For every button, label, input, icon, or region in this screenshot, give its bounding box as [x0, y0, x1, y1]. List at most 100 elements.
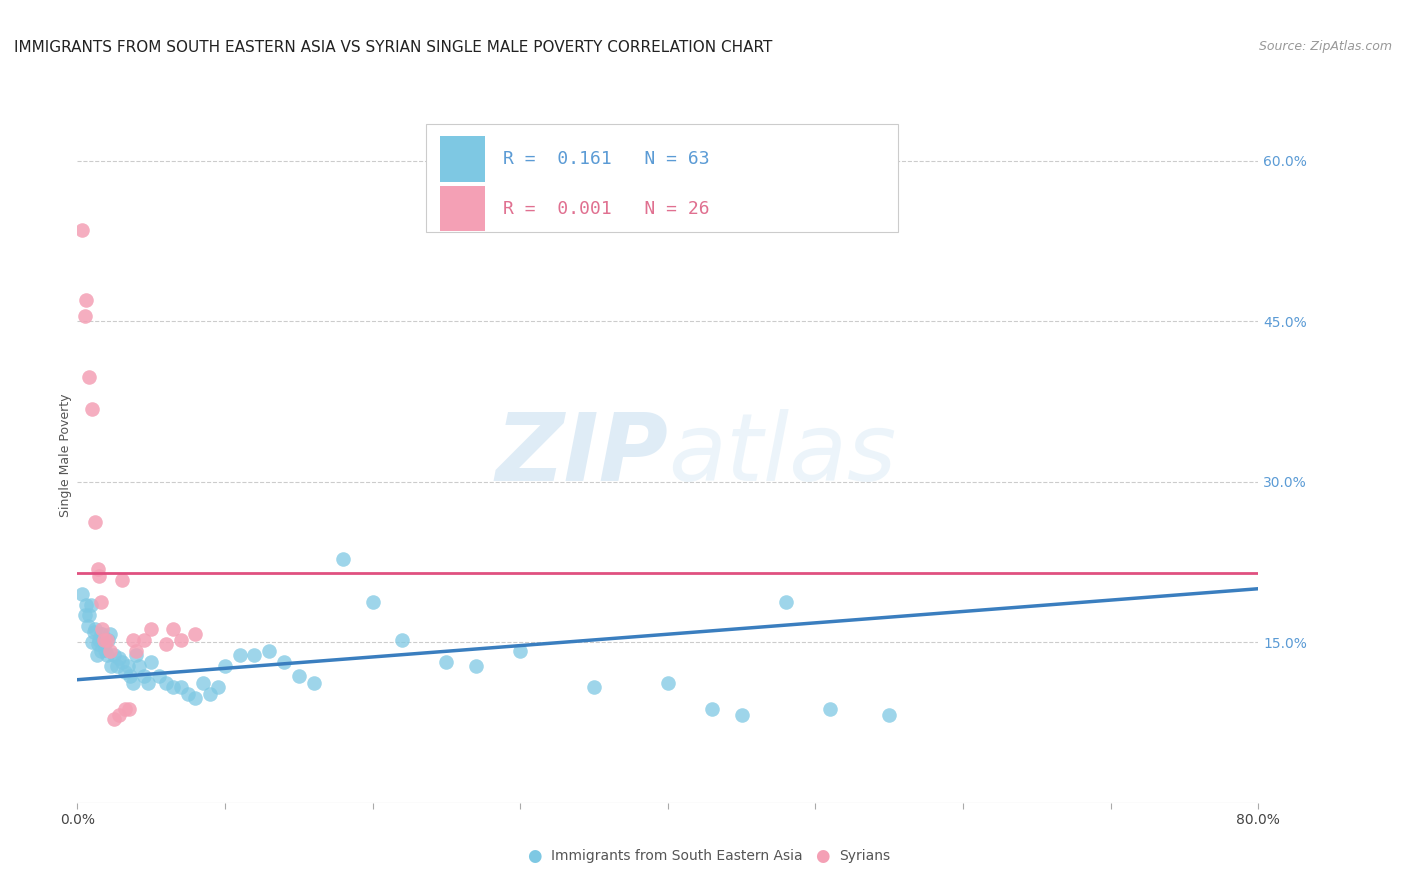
Point [583, 680, 606, 694]
Point [75, 598, 97, 612]
Text: IMMIGRANTS FROM SOUTH EASTERN ASIA VS SYRIAN SINGLE MALE POVERTY CORRELATION CHA: IMMIGRANTS FROM SOUTH EASTERN ASIA VS SY… [14, 40, 772, 55]
Point [90, 626, 112, 640]
Point [155, 637, 177, 651]
Point [96, 633, 118, 648]
Point [332, 551, 354, 566]
Bar [440, 136, 485, 182]
Point [170, 680, 193, 694]
Text: ZIP: ZIP [495, 409, 668, 501]
Point [191, 676, 214, 690]
Text: ●: ● [815, 847, 830, 865]
Point [84, 623, 107, 637]
Point [132, 669, 155, 683]
Point [93, 633, 115, 648]
Point [879, 708, 901, 723]
Point [184, 626, 207, 640]
Point [702, 701, 724, 715]
Point [87, 562, 110, 576]
Point [184, 690, 207, 705]
Point [177, 687, 200, 701]
Point [128, 658, 150, 673]
Point [82, 401, 104, 416]
Point [132, 633, 155, 648]
Point [162, 680, 184, 694]
Point [73, 608, 96, 623]
Point [214, 658, 236, 673]
Point [76, 619, 98, 633]
Text: R =  0.161   N = 63: R = 0.161 N = 63 [502, 150, 709, 168]
Point [125, 648, 148, 662]
Point [259, 644, 281, 658]
Point [141, 623, 163, 637]
Point [122, 633, 145, 648]
Text: Syrians: Syrians [839, 849, 890, 863]
Point [83, 624, 105, 639]
Text: Source: ZipAtlas.com: Source: ZipAtlas.com [1258, 40, 1392, 54]
FancyBboxPatch shape [426, 124, 898, 232]
Point [77, 369, 100, 384]
Point [361, 594, 384, 608]
Point [107, 708, 129, 723]
Point [207, 680, 229, 694]
Point [90, 644, 112, 658]
Point [273, 655, 295, 669]
Point [148, 669, 170, 683]
Point [136, 676, 159, 690]
Point [464, 658, 488, 673]
Point [122, 676, 145, 690]
Point [117, 658, 139, 673]
Point [91, 626, 114, 640]
Point [96, 648, 118, 662]
Point [114, 665, 136, 680]
Point [125, 644, 148, 658]
Point [79, 598, 101, 612]
Point [302, 676, 325, 690]
Point [107, 651, 129, 665]
Point [731, 708, 754, 723]
Point [97, 633, 120, 648]
Point [820, 701, 842, 715]
Point [93, 637, 115, 651]
Point [111, 573, 132, 587]
Text: ●: ● [527, 847, 541, 865]
Point [75, 293, 97, 307]
Point [120, 669, 142, 683]
Point [94, 642, 117, 657]
Point [100, 658, 122, 673]
Point [200, 687, 222, 701]
Point [87, 637, 110, 651]
Point [105, 658, 128, 673]
Point [162, 623, 184, 637]
Point [73, 309, 96, 323]
Point [84, 516, 107, 530]
Bar [440, 186, 485, 231]
Point [70, 587, 93, 601]
Point [70, 223, 93, 237]
Point [170, 633, 193, 648]
Y-axis label: Single Male Poverty: Single Male Poverty [59, 393, 72, 516]
Point [111, 655, 132, 669]
Point [89, 569, 111, 583]
Point [288, 669, 311, 683]
Text: Immigrants from South Eastern Asia: Immigrants from South Eastern Asia [551, 849, 803, 863]
Point [98, 626, 121, 640]
Point [103, 712, 125, 726]
Point [243, 648, 266, 662]
Point [90, 594, 112, 608]
Point [141, 655, 163, 669]
Point [657, 676, 679, 690]
Point [155, 676, 177, 690]
Point [114, 701, 136, 715]
Point [118, 701, 141, 715]
Point [86, 648, 108, 662]
Text: R =  0.001   N = 26: R = 0.001 N = 26 [502, 200, 709, 218]
Point [103, 648, 125, 662]
Point [509, 644, 531, 658]
Point [98, 644, 121, 658]
Point [91, 623, 114, 637]
Point [436, 655, 458, 669]
Point [775, 594, 797, 608]
Text: atlas: atlas [668, 409, 896, 500]
Point [89, 633, 111, 648]
Point [82, 635, 104, 649]
